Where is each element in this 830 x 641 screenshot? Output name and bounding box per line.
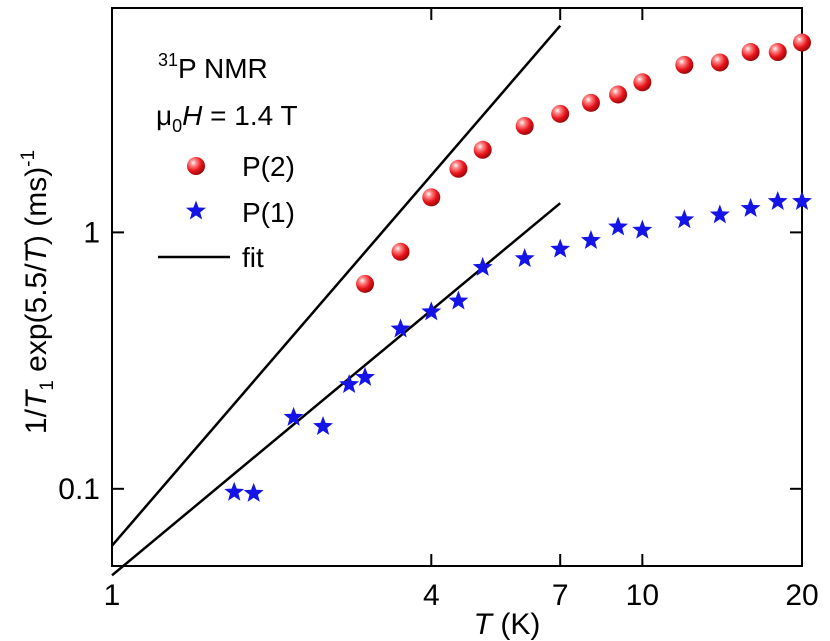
- legend-marker-p2: [187, 157, 205, 175]
- p1-point-17: [740, 197, 761, 217]
- p1-point-0: [224, 481, 245, 501]
- p1-point-19: [792, 190, 812, 210]
- p2-point-12: [741, 43, 760, 62]
- legend-marker-p1: [186, 200, 206, 220]
- legend-label-p2: P(2): [242, 151, 295, 182]
- p2-point-13: [768, 43, 787, 62]
- x-tick-label-1: 4: [423, 579, 440, 612]
- plot-frame: [111, 7, 803, 567]
- p2-point-6: [551, 104, 570, 123]
- p2-point-8: [609, 85, 628, 104]
- p2-point-11: [710, 53, 729, 72]
- p1-point-6: [390, 318, 411, 338]
- x-axis-label: T (K): [474, 608, 541, 641]
- p1-point-7: [421, 301, 442, 321]
- legend: P(2) P(1) fit: [158, 151, 295, 273]
- legend-label-p1: P(1): [242, 197, 295, 228]
- y-tick-label-1: 1: [83, 216, 100, 249]
- p1-point-16: [709, 204, 730, 224]
- x-tick-label-0: 1: [104, 579, 121, 612]
- y-axis-ticks: 0.11: [58, 216, 802, 506]
- nmr-annotation: 31P NMR: [158, 50, 268, 84]
- p2-point-5: [515, 116, 534, 135]
- x-tick-label-2: 7: [552, 579, 569, 612]
- p2-point-3: [449, 159, 468, 178]
- legend-label-fit: fit: [242, 242, 264, 273]
- p1-point-10: [514, 248, 535, 268]
- fit-line-1: [111, 202, 561, 577]
- p1-point-12: [580, 229, 601, 249]
- p1-point-18: [767, 190, 788, 210]
- p2-point-0: [356, 274, 375, 293]
- x-axis-ticks: 1 4 7 10 20: [104, 8, 819, 612]
- y-axis-label: 1/T1 exp(5.5/T) (ms)-1: [18, 150, 58, 434]
- p2-point-7: [581, 93, 600, 112]
- p2-point-1: [391, 242, 410, 261]
- p2-point-10: [675, 55, 694, 74]
- p2-point-4: [473, 140, 492, 159]
- p1-point-14: [632, 219, 653, 239]
- p2-point-9: [633, 73, 652, 92]
- p1-point-15: [674, 209, 695, 229]
- x-tick-label-4: 20: [785, 579, 818, 612]
- p1-point-4: [339, 374, 360, 394]
- p1-point-2: [283, 406, 304, 426]
- p2-point-2: [422, 188, 441, 207]
- p1-point-13: [608, 216, 629, 236]
- p1-point-5: [355, 366, 376, 386]
- x-tick-label-3: 10: [626, 579, 659, 612]
- p1-point-9: [472, 256, 493, 276]
- p1-point-11: [550, 238, 571, 258]
- p1-point-8: [448, 290, 469, 310]
- p2-point-14: [793, 33, 811, 52]
- series-layer: [111, 24, 812, 577]
- p1-point-1: [243, 482, 264, 502]
- y-tick-label-0: 0.1: [58, 473, 100, 506]
- field-annotation: μ0H = 1.4 T: [156, 100, 298, 136]
- p1-point-3: [313, 415, 334, 435]
- fit-line-0: [111, 24, 562, 547]
